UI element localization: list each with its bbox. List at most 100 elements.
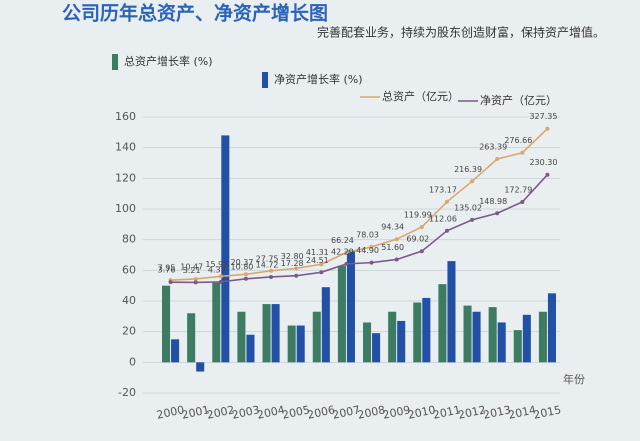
value-label: 148.98 xyxy=(479,197,507,206)
line-point xyxy=(243,272,248,277)
bar xyxy=(262,304,271,363)
value-label: 230.30 xyxy=(529,158,557,167)
line-point xyxy=(444,199,449,204)
x-tick-label: 2006 xyxy=(306,403,336,422)
legend-label: 总资产增长率 (%) xyxy=(124,54,213,68)
bar xyxy=(171,339,180,363)
x-tick-label: 2010 xyxy=(407,403,437,422)
value-label: 7.95 xyxy=(158,264,176,273)
bar xyxy=(497,322,506,363)
x-tick-label: 2012 xyxy=(457,403,487,422)
line-point xyxy=(470,217,475,222)
x-tick-label: 2007 xyxy=(331,403,361,422)
x-tick-label: 2005 xyxy=(281,403,311,422)
line-point xyxy=(218,274,223,279)
bar xyxy=(438,284,447,363)
line-point xyxy=(193,280,198,285)
bar xyxy=(488,307,497,363)
value-label: 69.02 xyxy=(406,235,429,244)
value-label: 42.29 xyxy=(331,247,354,256)
line-point xyxy=(344,250,349,255)
value-label: 135.02 xyxy=(454,203,482,212)
value-label: 4.35 xyxy=(208,265,226,274)
value-label: 66.24 xyxy=(331,236,354,245)
bar xyxy=(472,311,481,363)
line-point xyxy=(369,260,374,265)
x-tick-label: 2003 xyxy=(231,403,261,422)
y-tick-label: 80 xyxy=(122,233,136,246)
line-point xyxy=(369,244,374,249)
bar xyxy=(296,325,305,363)
bar xyxy=(312,311,321,363)
value-label: 327.35 xyxy=(529,112,557,121)
legend-label: 净资产（亿元） xyxy=(480,93,557,107)
bar xyxy=(237,311,246,363)
legend-label: 总资产（亿元） xyxy=(382,89,459,103)
y-tick-label: 60 xyxy=(122,263,136,276)
value-label: 24.51 xyxy=(306,256,329,265)
y-tick-label: 40 xyxy=(122,294,136,307)
y-tick-label: -20 xyxy=(118,386,136,399)
x-axis-label: 年份 xyxy=(563,372,585,386)
value-label: 3.76 xyxy=(158,266,176,275)
bar xyxy=(287,325,296,363)
line-point xyxy=(520,150,525,155)
y-tick-label: 160 xyxy=(115,110,136,123)
value-label: 51.60 xyxy=(381,243,404,252)
y-tick-label: 140 xyxy=(115,141,136,154)
line-point xyxy=(495,211,500,216)
bar xyxy=(346,250,355,363)
line-point xyxy=(294,266,299,271)
bar xyxy=(513,330,522,363)
value-label: 3.21 xyxy=(183,266,201,275)
value-label: 41.31 xyxy=(306,248,329,257)
line-point xyxy=(319,270,324,275)
bar xyxy=(363,322,372,363)
line-point xyxy=(394,257,399,262)
bar xyxy=(271,304,280,363)
line-point xyxy=(495,157,500,162)
line-point xyxy=(520,199,525,204)
value-label: 172.79 xyxy=(504,185,532,194)
x-tick-label: 2015 xyxy=(532,403,562,422)
line-point xyxy=(444,228,449,233)
x-tick-label: 2000 xyxy=(155,403,185,422)
value-label: 15.98 xyxy=(205,260,228,269)
bar xyxy=(337,265,346,363)
line xyxy=(170,174,549,284)
line-point xyxy=(419,225,424,230)
value-label: 32.80 xyxy=(281,252,304,261)
bar xyxy=(221,135,230,363)
value-label: 94.34 xyxy=(381,223,404,232)
subtitle: 完善配套业务，持续为股东创造财富，保持资产增值。 xyxy=(317,25,605,40)
value-label: 78.03 xyxy=(356,230,379,239)
value-label: 276.66 xyxy=(504,136,532,145)
bar xyxy=(372,333,381,363)
bar xyxy=(246,334,255,363)
bar xyxy=(187,313,196,363)
value-label: 216.39 xyxy=(454,165,482,174)
bar xyxy=(447,261,456,363)
bar xyxy=(212,282,221,363)
value-label: 173.17 xyxy=(429,185,457,194)
value-label: 14.72 xyxy=(256,260,279,269)
line-point xyxy=(269,268,274,273)
line-point xyxy=(193,276,198,281)
legend-swatch xyxy=(262,72,268,88)
line xyxy=(170,128,548,281)
x-tick-label: 2008 xyxy=(356,403,386,422)
legend-label: 净资产增长率 (%) xyxy=(274,72,363,86)
line-point xyxy=(419,249,424,254)
line-point xyxy=(545,126,550,131)
x-tick-label: 2014 xyxy=(507,403,537,422)
x-tick-label: 2002 xyxy=(206,403,236,422)
line-point xyxy=(168,280,173,285)
value-label: 20.37 xyxy=(230,258,253,267)
x-tick-label: 2001 xyxy=(181,403,211,422)
bar xyxy=(321,287,330,363)
bar xyxy=(388,311,397,363)
line-point xyxy=(394,237,399,242)
bar xyxy=(413,302,422,363)
line-point xyxy=(218,279,223,284)
value-label: 10.80 xyxy=(230,262,253,271)
